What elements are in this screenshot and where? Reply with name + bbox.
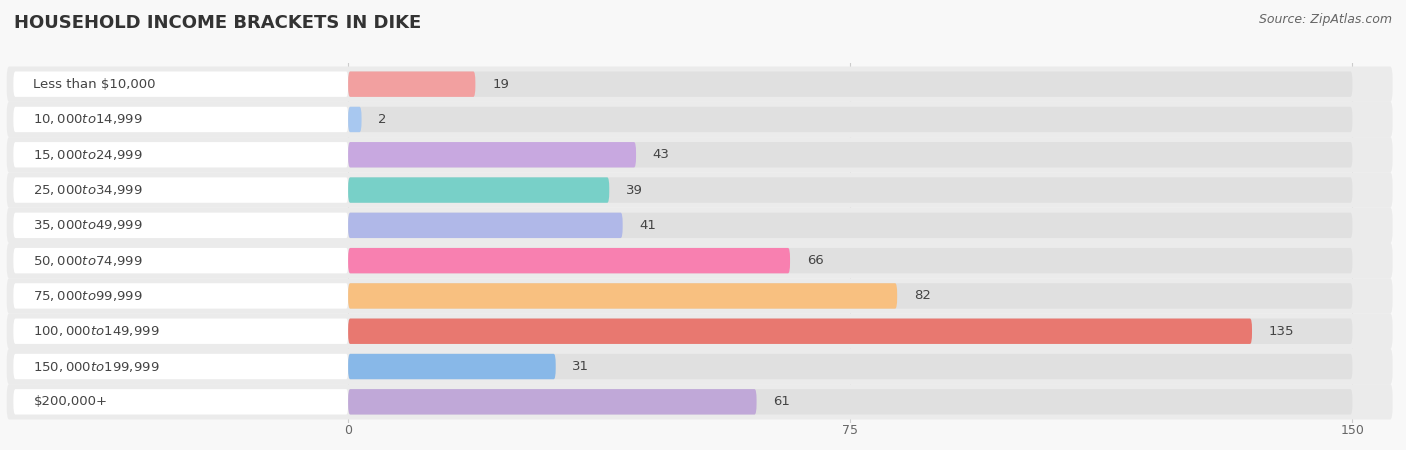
FancyBboxPatch shape xyxy=(14,107,349,132)
FancyBboxPatch shape xyxy=(349,248,1353,273)
FancyBboxPatch shape xyxy=(349,72,475,97)
FancyBboxPatch shape xyxy=(349,107,1353,132)
FancyBboxPatch shape xyxy=(7,349,1392,384)
Text: Source: ZipAtlas.com: Source: ZipAtlas.com xyxy=(1258,14,1392,27)
FancyBboxPatch shape xyxy=(349,389,1353,414)
Text: $75,000 to $99,999: $75,000 to $99,999 xyxy=(34,289,143,303)
FancyBboxPatch shape xyxy=(349,354,1353,379)
FancyBboxPatch shape xyxy=(7,172,1392,208)
FancyBboxPatch shape xyxy=(7,137,1392,172)
FancyBboxPatch shape xyxy=(349,248,790,273)
FancyBboxPatch shape xyxy=(14,213,349,238)
Text: 39: 39 xyxy=(626,184,643,197)
Text: $35,000 to $49,999: $35,000 to $49,999 xyxy=(34,218,143,232)
Text: $15,000 to $24,999: $15,000 to $24,999 xyxy=(34,148,143,162)
FancyBboxPatch shape xyxy=(14,177,349,203)
Text: 19: 19 xyxy=(492,78,509,91)
Text: 82: 82 xyxy=(914,289,931,302)
FancyBboxPatch shape xyxy=(7,314,1392,349)
Text: $10,000 to $14,999: $10,000 to $14,999 xyxy=(34,112,143,126)
FancyBboxPatch shape xyxy=(14,142,349,167)
FancyBboxPatch shape xyxy=(7,243,1392,278)
FancyBboxPatch shape xyxy=(349,213,623,238)
FancyBboxPatch shape xyxy=(14,283,349,309)
FancyBboxPatch shape xyxy=(349,319,1353,344)
Text: 0: 0 xyxy=(344,424,352,436)
FancyBboxPatch shape xyxy=(7,67,1392,102)
FancyBboxPatch shape xyxy=(7,384,1392,419)
Text: 61: 61 xyxy=(773,395,790,408)
FancyBboxPatch shape xyxy=(349,142,1353,167)
Text: $100,000 to $149,999: $100,000 to $149,999 xyxy=(34,324,160,338)
FancyBboxPatch shape xyxy=(14,248,349,273)
Text: $150,000 to $199,999: $150,000 to $199,999 xyxy=(34,360,160,374)
FancyBboxPatch shape xyxy=(14,354,349,379)
FancyBboxPatch shape xyxy=(7,102,1392,137)
FancyBboxPatch shape xyxy=(349,283,897,309)
Text: 31: 31 xyxy=(572,360,589,373)
Text: 75: 75 xyxy=(842,424,858,436)
FancyBboxPatch shape xyxy=(349,177,1353,203)
Text: 135: 135 xyxy=(1268,325,1295,338)
FancyBboxPatch shape xyxy=(14,72,349,97)
Text: $25,000 to $34,999: $25,000 to $34,999 xyxy=(34,183,143,197)
Text: 66: 66 xyxy=(807,254,824,267)
FancyBboxPatch shape xyxy=(7,278,1392,314)
FancyBboxPatch shape xyxy=(349,177,609,203)
Text: 41: 41 xyxy=(640,219,657,232)
FancyBboxPatch shape xyxy=(349,72,1353,97)
FancyBboxPatch shape xyxy=(7,208,1392,243)
Text: 2: 2 xyxy=(378,113,387,126)
Text: $200,000+: $200,000+ xyxy=(34,395,107,408)
FancyBboxPatch shape xyxy=(349,389,756,414)
Text: HOUSEHOLD INCOME BRACKETS IN DIKE: HOUSEHOLD INCOME BRACKETS IN DIKE xyxy=(14,14,422,32)
FancyBboxPatch shape xyxy=(349,213,1353,238)
Text: 150: 150 xyxy=(1340,424,1364,436)
FancyBboxPatch shape xyxy=(349,142,636,167)
FancyBboxPatch shape xyxy=(349,354,555,379)
FancyBboxPatch shape xyxy=(14,389,349,414)
Text: Less than $10,000: Less than $10,000 xyxy=(34,78,156,91)
Text: 43: 43 xyxy=(652,148,669,161)
FancyBboxPatch shape xyxy=(349,283,1353,309)
FancyBboxPatch shape xyxy=(349,319,1251,344)
FancyBboxPatch shape xyxy=(14,319,349,344)
FancyBboxPatch shape xyxy=(349,107,361,132)
Text: $50,000 to $74,999: $50,000 to $74,999 xyxy=(34,254,143,268)
